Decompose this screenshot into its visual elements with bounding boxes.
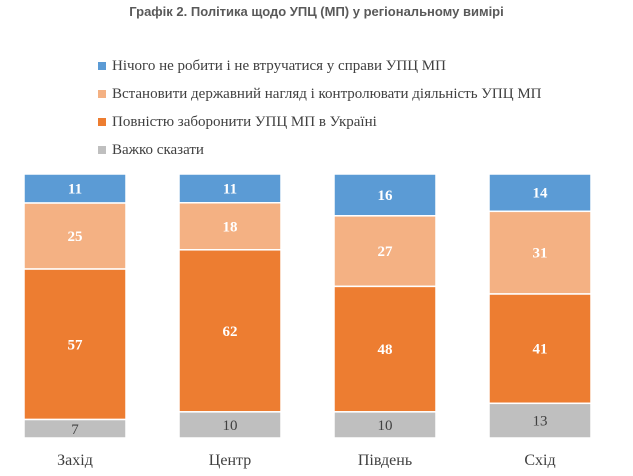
legend-item-state-oversight: Встановити державний нагляд і контролюва…: [98, 80, 542, 108]
data-label: 16: [378, 188, 394, 204]
category-label: Захід: [57, 452, 93, 469]
data-label: 48: [378, 342, 393, 358]
bar-segment: [333, 173, 437, 217]
legend-swatch: [98, 146, 106, 154]
category-label: Центр: [209, 452, 251, 469]
data-label: 25: [68, 229, 83, 245]
legend-swatch: [98, 90, 106, 98]
category-label: Схід: [524, 452, 555, 469]
bar-segment: [488, 293, 592, 405]
bar-segment: [178, 249, 282, 413]
legend-item-no-interference: Нічого не робити і не втручатися у справ…: [98, 52, 542, 80]
legend-label: Встановити державний нагляд і контролюва…: [112, 85, 542, 102]
data-label: 14: [533, 186, 549, 202]
legend-label: Важко сказати: [112, 141, 204, 158]
bar-segment: [23, 418, 127, 439]
data-label: 18: [223, 219, 238, 235]
bar-segment: [488, 402, 592, 439]
bar-segment: [333, 215, 437, 288]
bar-segment: [23, 202, 127, 270]
data-label: 11: [223, 181, 237, 197]
data-label: 7: [71, 422, 79, 438]
bar-segment: [178, 202, 282, 251]
data-label: 62: [223, 324, 238, 340]
data-label: 10: [378, 418, 393, 434]
legend-swatch: [98, 118, 106, 126]
legend-item-full-ban: Повністю заборонити УПЦ МП в Україні: [98, 108, 542, 136]
bar-segment: [488, 210, 592, 295]
data-label: 27: [378, 244, 394, 260]
category-label: Південь: [358, 452, 412, 469]
data-label: 41: [533, 342, 548, 358]
bar-segment: [333, 411, 437, 439]
data-label: 13: [533, 414, 548, 430]
bar-segment: [488, 173, 592, 213]
legend-label: Повністю заборонити УПЦ МП в Україні: [112, 113, 377, 130]
bar-segment: [333, 285, 437, 413]
data-label: 57: [68, 337, 84, 353]
bar-segment: [178, 173, 282, 204]
data-label: 31: [533, 246, 548, 262]
legend-label: Нічого не робити і не втручатися у справ…: [112, 57, 446, 74]
bar-segment: [178, 411, 282, 439]
data-label: 11: [68, 182, 82, 198]
chart-title: Графік 2. Політика щодо УПЦ (МП) у регіо…: [129, 4, 504, 19]
legend-item-hard-to-say: Важко сказати: [98, 136, 542, 164]
data-label: 10: [223, 418, 238, 434]
legend-swatch: [98, 62, 106, 70]
legend: Нічого не робити і не втручатися у справ…: [98, 52, 542, 164]
bar-segment: [23, 268, 127, 421]
